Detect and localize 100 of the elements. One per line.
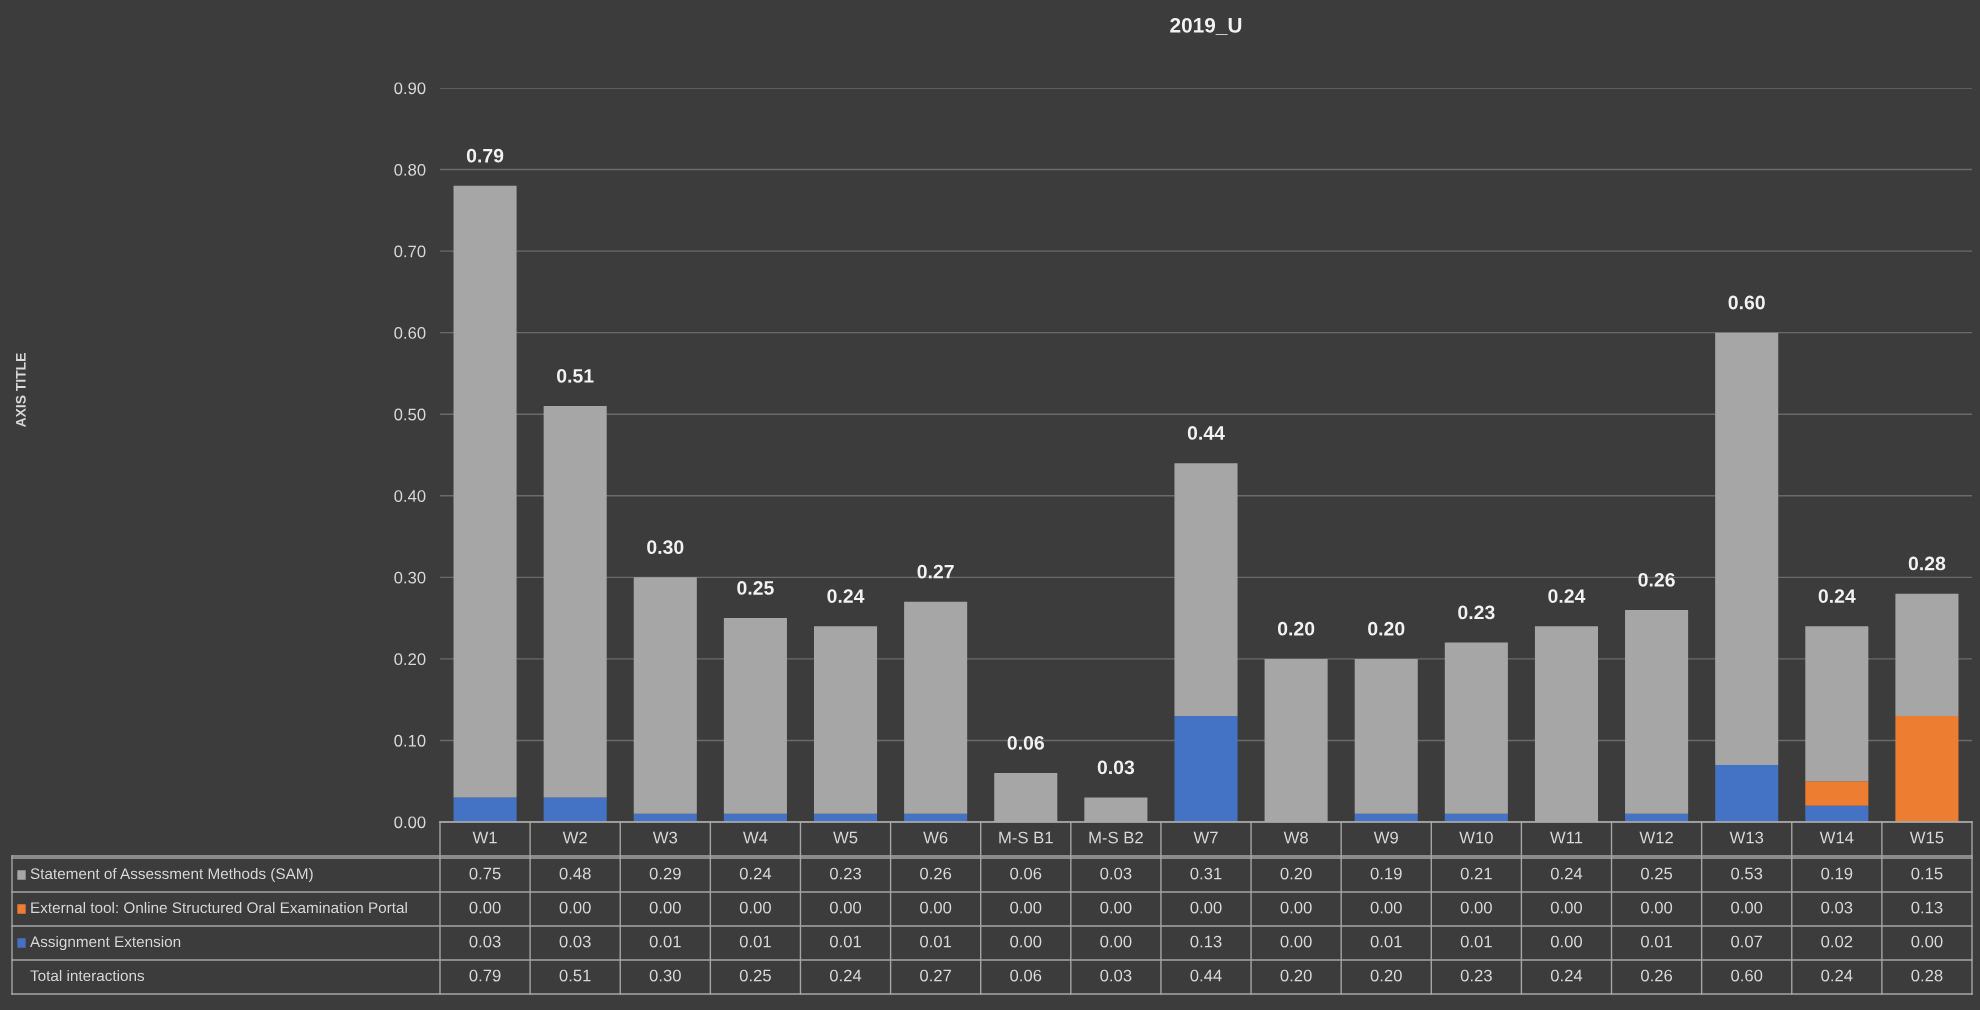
data-label: 0.31: [1190, 867, 1222, 880]
text: AXIS TITLE: [15, 353, 26, 428]
data-label: 0.00: [1100, 935, 1132, 948]
x-tick-label: W10: [1459, 831, 1493, 844]
text: 0.24: [1550, 969, 1583, 982]
data-label: 0.01: [649, 935, 681, 948]
bar: [1625, 609, 1689, 814]
x-tick-label: M-S B1: [999, 831, 1053, 844]
y-tick-label: 0.30: [394, 571, 426, 584]
data-label: 0.25: [1641, 867, 1673, 880]
data-label: 0.53: [1731, 867, 1763, 880]
data-label: 0.01: [1641, 935, 1672, 948]
data-label: 0.00: [1280, 901, 1312, 914]
data-label: 0.02: [1821, 935, 1853, 948]
x-tick-label: W13: [1729, 831, 1764, 844]
data-label: 0.00: [1731, 901, 1763, 914]
x-tick-label: W4: [742, 831, 768, 844]
x-tick-label: W3: [652, 831, 678, 844]
data-label: 0.03: [559, 935, 591, 948]
total-label: 0.79: [466, 148, 504, 163]
data-label: 0.01: [739, 935, 771, 948]
text: 0.51: [559, 969, 591, 982]
total-label: 0.26: [1638, 572, 1675, 587]
data-label: 0.24: [739, 867, 772, 880]
data-label: 0.48: [559, 867, 591, 880]
data-label: 0.15: [1911, 867, 1943, 880]
data-label: 0.01: [829, 935, 861, 948]
x-tick-label: W1: [472, 831, 497, 844]
data-label: 0.75: [469, 867, 501, 880]
text: Total interactions: [30, 969, 145, 982]
legend-label: Assignment Extension: [30, 935, 181, 951]
bar: [1174, 463, 1238, 716]
total-label: 0.60: [1728, 295, 1765, 310]
data-label: 0.00: [1550, 935, 1583, 948]
total-label: 0.27: [917, 564, 954, 579]
total-label: 0.30: [647, 540, 684, 555]
y-tick-label: 0.60: [394, 327, 426, 339]
data-label: 0.00: [1010, 901, 1042, 914]
total-label: 0.25: [737, 581, 774, 595]
x-tick-label: W15: [1909, 831, 1944, 844]
data-label: 0.19: [1370, 867, 1402, 880]
data-label: 0.00: [1280, 935, 1312, 948]
data-label: 0.00: [1460, 901, 1492, 914]
text: 0.24: [829, 969, 862, 982]
text: 0.26: [1641, 969, 1673, 982]
y-tick-label: 0.70: [394, 245, 426, 258]
data-label: 0.01: [1370, 935, 1402, 948]
total-label: 0.06: [1007, 736, 1044, 750]
data-label: 0.00: [1010, 935, 1042, 948]
data-label: 0.00: [1911, 935, 1943, 948]
bar: [1715, 764, 1779, 822]
x-tick-label: W9: [1373, 831, 1398, 844]
total-label: 0.24: [827, 589, 865, 603]
bar: [1805, 805, 1869, 822]
bar: [1715, 332, 1779, 765]
bar: [1174, 715, 1238, 822]
y-tick-label: 0.50: [394, 408, 426, 421]
y-tick-label: 0.10: [394, 734, 426, 747]
bar: [723, 618, 787, 814]
total-label: 0.20: [1368, 621, 1405, 636]
data-label: 0.01: [920, 935, 952, 948]
x-tick-label: M-S B2: [1089, 831, 1143, 844]
y-tick-label: 0.80: [394, 163, 426, 176]
data-label: 0.13: [1911, 901, 1943, 914]
total-label: 0.03: [1097, 760, 1135, 775]
text: 0.06: [1010, 969, 1042, 982]
y-tick-label: 0.00: [394, 816, 426, 829]
total-label: 0.20: [1277, 621, 1315, 636]
bar: [453, 185, 517, 798]
data-label: 0.07: [1731, 935, 1763, 948]
data-label: 0.21: [1460, 867, 1492, 880]
bar: [1895, 715, 1959, 822]
bar: [1354, 658, 1418, 814]
bar: [543, 797, 607, 822]
x-tick-label: W14: [1819, 831, 1854, 844]
data-label: 0.00: [559, 901, 591, 914]
x-tick-label: W12: [1639, 831, 1673, 844]
data-label: 0.00: [1550, 901, 1583, 914]
text: 0.23: [1460, 969, 1492, 982]
data-label: 0.00: [739, 901, 771, 914]
text: 0.24: [1821, 969, 1853, 982]
total-label: 0.51: [557, 369, 594, 383]
bar: [1895, 593, 1959, 716]
x-tick-label: W6: [923, 831, 948, 844]
y-tick-label: 0.90: [394, 82, 426, 95]
data-label: 0.00: [1100, 901, 1132, 914]
text: 0.28: [1911, 969, 1943, 982]
text: 0.27: [920, 969, 952, 982]
data-label: 0.29: [649, 867, 681, 880]
total-label: 0.24: [1818, 589, 1856, 603]
y-tick-label: 0.20: [394, 653, 426, 666]
data-label: 0.00: [829, 901, 862, 914]
chart-title: 2019_U: [1170, 17, 1242, 35]
bar: [543, 406, 607, 798]
text: 0.79: [469, 969, 501, 982]
data-label: 0.19: [1821, 867, 1853, 880]
bar: [453, 797, 517, 822]
data-label: 0.01: [1460, 935, 1492, 948]
text: 0.20: [1280, 969, 1312, 982]
x-tick-label: W2: [562, 831, 587, 844]
